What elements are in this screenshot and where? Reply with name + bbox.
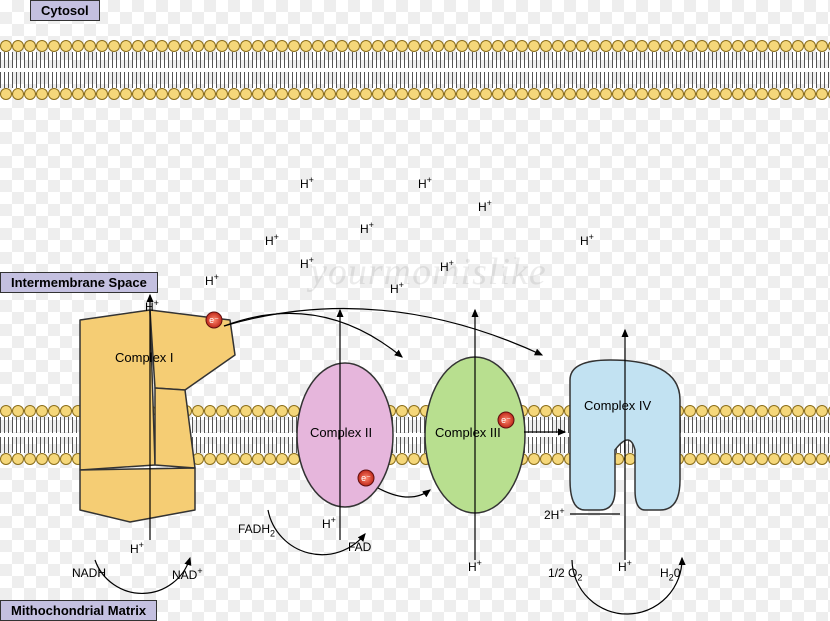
proton-label: H+ [418, 175, 432, 191]
o2-label: 1/2 O2 [548, 566, 582, 582]
svg-text:e⁻: e⁻ [209, 315, 219, 325]
nad-label: NAD+ [172, 566, 203, 582]
label-cytosol: Cytosol [30, 0, 100, 21]
proton-arrow-bottom-label: H+ [322, 515, 336, 531]
proton-arrow-bottom-label: H+ [618, 558, 632, 574]
proton-label: H+ [265, 232, 279, 248]
proton-arrow-bottom-label: H+ [468, 558, 482, 574]
watermark: yourmomislike [310, 250, 547, 294]
proton-label: H+ [478, 198, 492, 214]
h2o-label: H20 [660, 566, 680, 582]
proton-label: H+ [205, 272, 219, 288]
svg-text:e⁻: e⁻ [361, 473, 371, 483]
proton-label: H+ [300, 175, 314, 191]
proton-arrow-top-label: H+ [145, 298, 159, 314]
nadh-label: NADH [72, 566, 106, 580]
proton-label: H+ [390, 280, 404, 296]
proton-label: H+ [360, 220, 374, 236]
proton-label: H+ [440, 258, 454, 274]
proton-label: H+ [300, 255, 314, 271]
complex1-label: Complex I [115, 350, 174, 365]
proton-label: H+ [580, 232, 594, 248]
2h-label: 2H+ [544, 506, 565, 522]
fadh2-label: FADH2 [238, 522, 275, 538]
inner-membrane [0, 405, 830, 465]
outer-membrane [0, 40, 830, 100]
proton-arrow-bottom-label: H+ [130, 540, 144, 556]
label-matrix: Mithochondrial Matrix [0, 600, 157, 621]
fad-label: FAD [348, 540, 371, 554]
label-intermembrane: Intermembrane Space [0, 272, 158, 293]
